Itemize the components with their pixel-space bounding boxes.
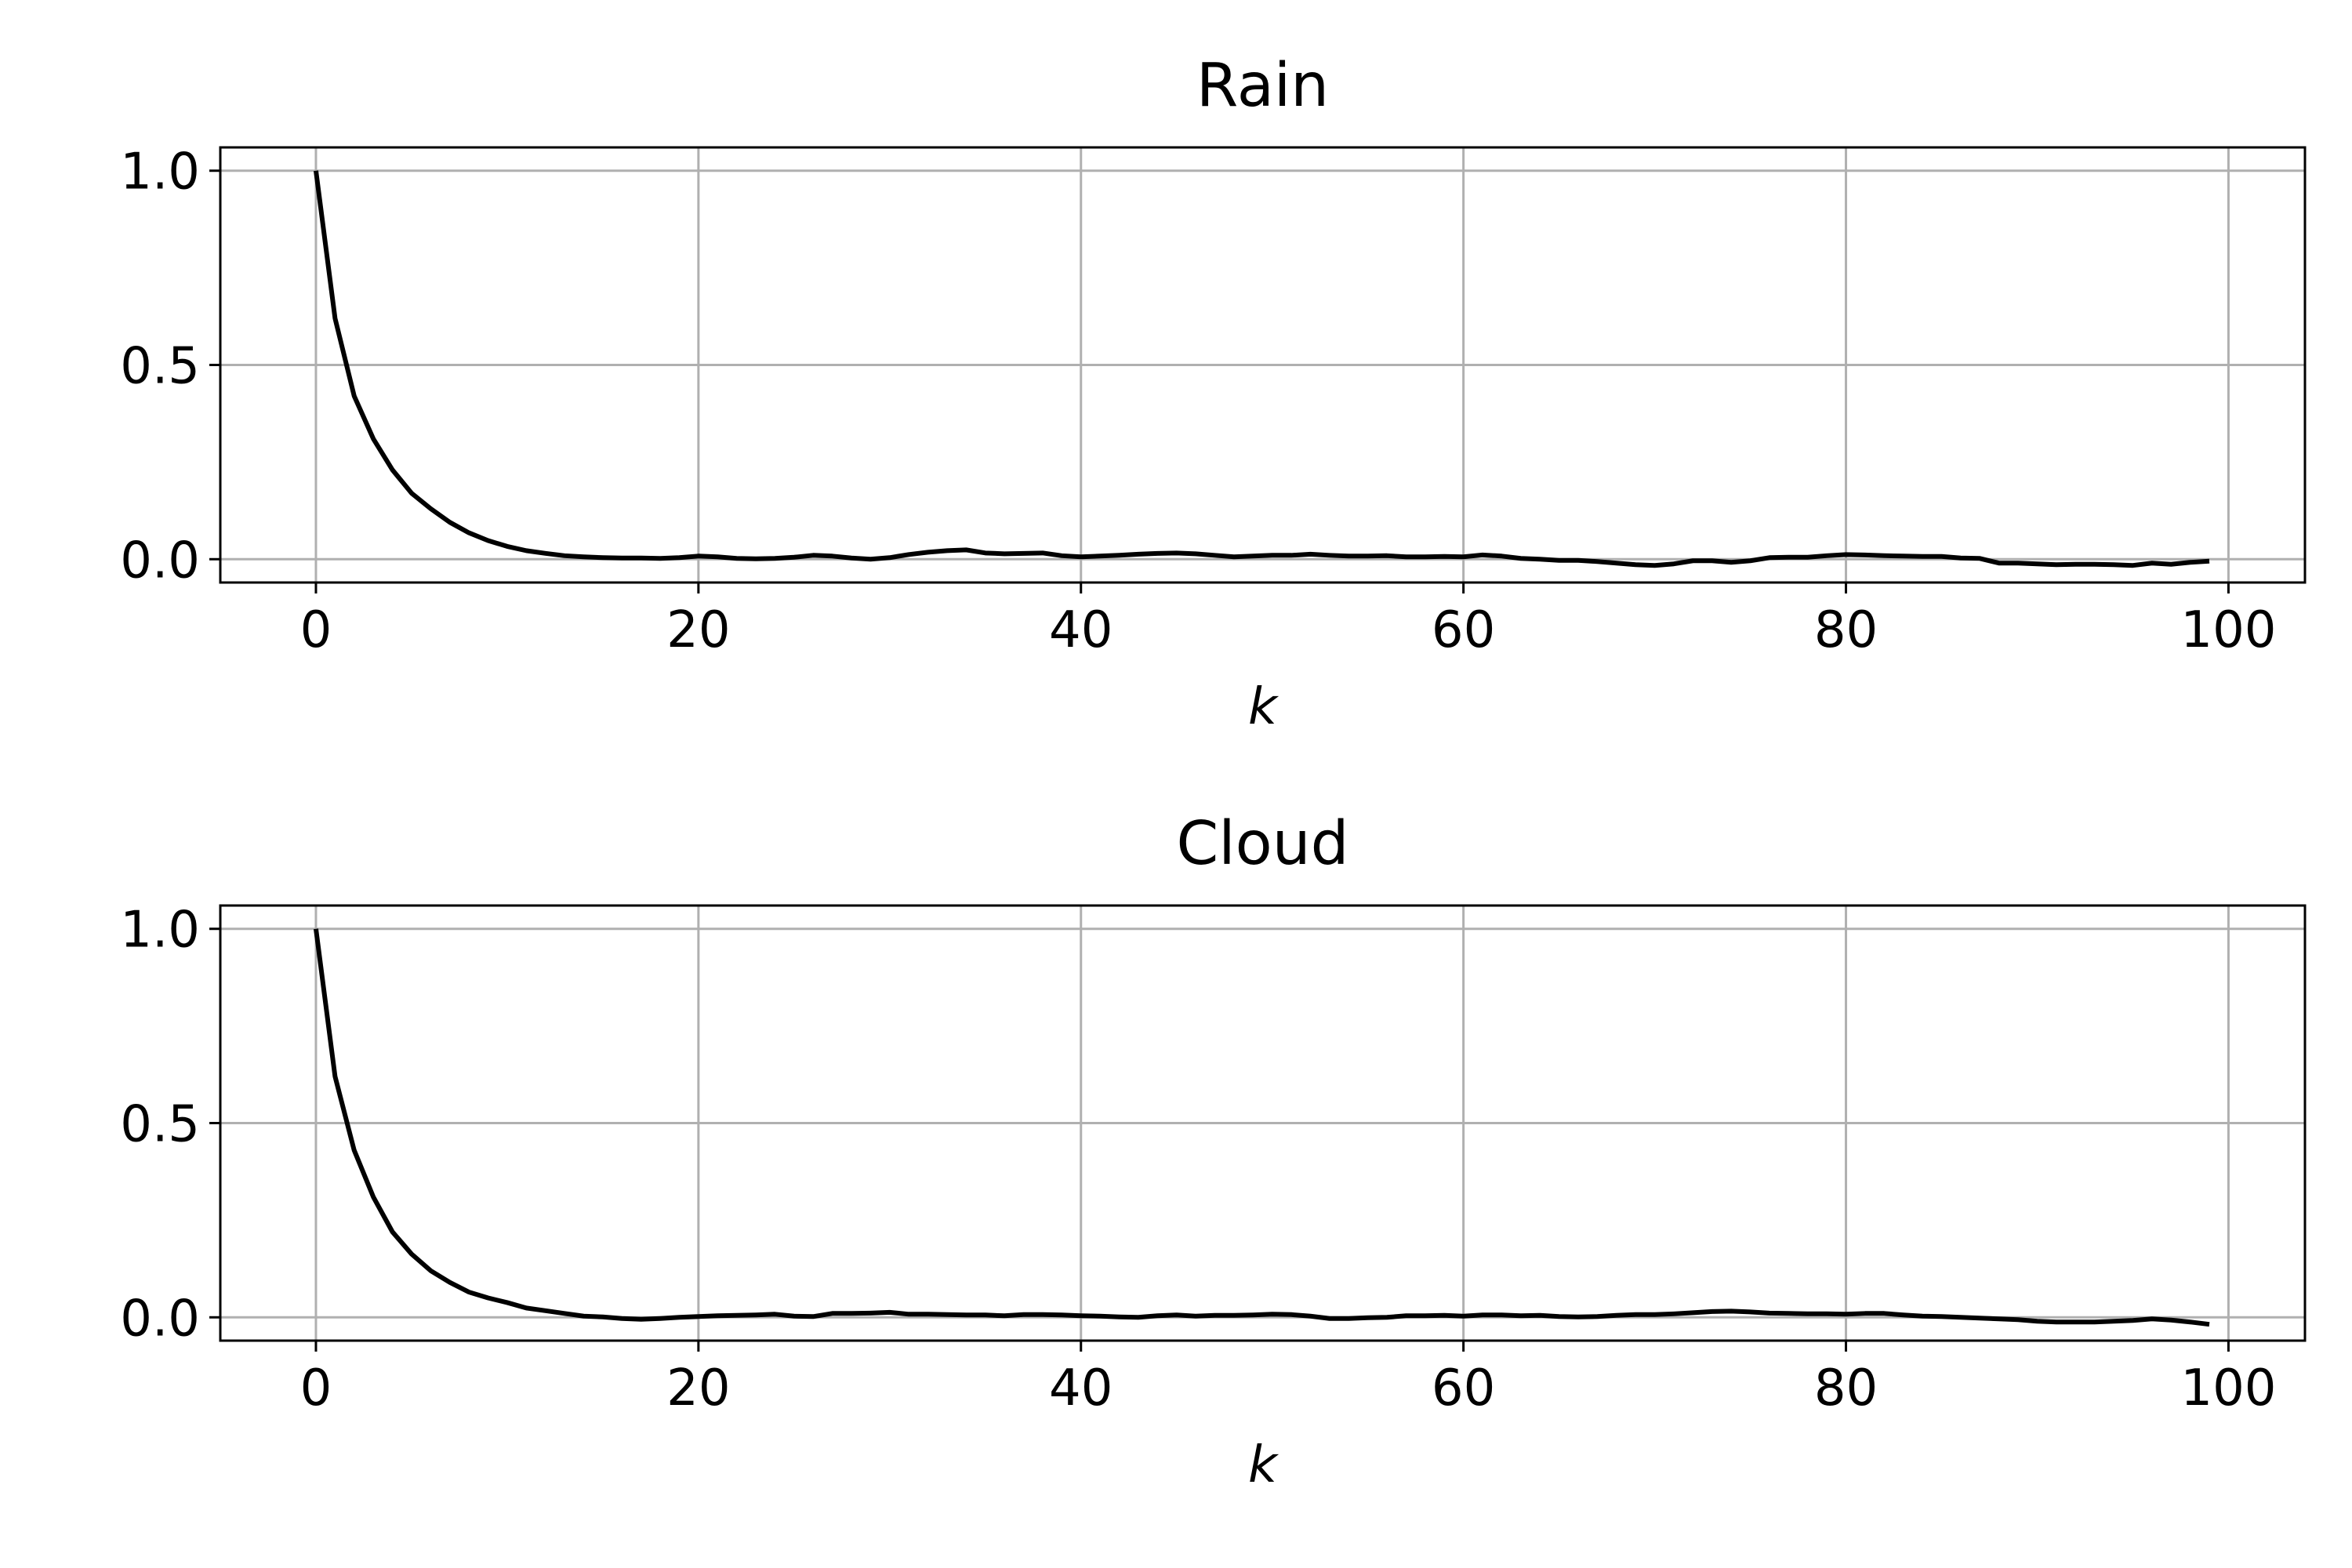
rain-x-tick-label-20: 20	[666, 601, 730, 659]
cloud-y-tick-label-0.0: 0.0	[120, 1290, 200, 1348]
cloud-chart-title: Cloud	[1177, 809, 1349, 879]
cloud-x-axis-label: k	[1248, 1436, 1279, 1494]
rain-x-tick-label-0: 0	[300, 601, 332, 659]
cloud-x-tick-label-80: 80	[1814, 1359, 1878, 1417]
rain-x-tick-label-80: 80	[1814, 601, 1878, 659]
rain-series-line	[313, 170, 2210, 568]
cloud-x-tick-label-0: 0	[300, 1359, 332, 1417]
rain-chart-title: Rain	[1196, 51, 1329, 121]
cloud-y-tick-label-0.5: 0.5	[120, 1096, 200, 1154]
cloud-panel: 0 20 40 60 80 100 0.0 0.5 1.0 Cloud k	[120, 809, 2307, 1494]
rain-y-tick-label-0.0: 0.0	[120, 532, 200, 590]
cloud-series-line	[313, 928, 2210, 1327]
rain-x-tick-label-100: 100	[2180, 601, 2276, 659]
cloud-x-tick-label-60: 60	[1432, 1359, 1495, 1417]
rain-panel: 0 20 40 60 80 100 0.0 0.5 1.0 Rain k	[120, 51, 2307, 736]
cloud-x-tick-label-40: 40	[1049, 1359, 1112, 1417]
rain-x-tick-label-60: 60	[1432, 601, 1495, 659]
rain-y-tick-label-0.5: 0.5	[120, 338, 200, 396]
cloud-x-tick-label-100: 100	[2180, 1359, 2276, 1417]
cloud-y-tick-label-1.0: 1.0	[120, 902, 200, 960]
cloud-x-tick-label-20: 20	[666, 1359, 730, 1417]
rain-x-axis-label: k	[1248, 678, 1279, 736]
rain-x-tick-label-40: 40	[1049, 601, 1112, 659]
rain-y-tick-label-1.0: 1.0	[120, 143, 200, 201]
